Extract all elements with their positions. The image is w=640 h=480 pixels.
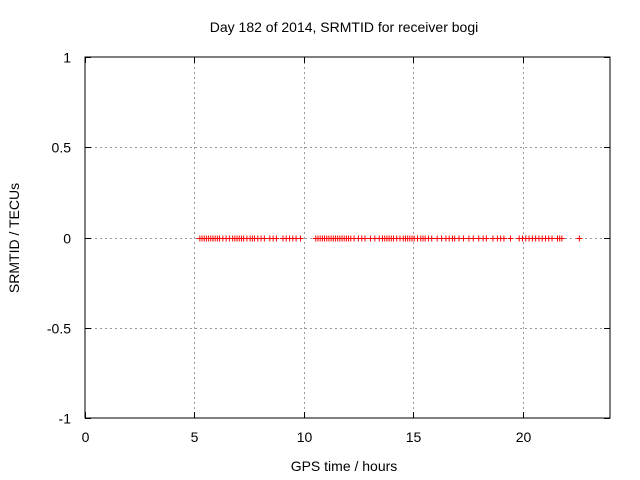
x-tick-label: 5 (191, 429, 199, 445)
data-point (470, 235, 477, 242)
y-tick-label: 0 (63, 231, 71, 247)
data-point (507, 235, 514, 242)
data-point (261, 235, 268, 242)
data-point (549, 235, 556, 242)
y-tick-label: 1 (63, 50, 71, 66)
tick-labels: 0 5 10 15 20 1 0.5 0 -0.5 -1 (47, 50, 532, 446)
data-points (196, 235, 583, 242)
data-point (500, 235, 507, 242)
x-tick-label: 10 (297, 429, 313, 445)
data-point (558, 235, 565, 242)
data-point (576, 235, 583, 242)
y-axis-label: SRMTID / TECUs (6, 183, 22, 293)
chart-title: Day 182 of 2014, SRMTID for receiver bog… (210, 19, 478, 35)
y-tick-label: -0.5 (47, 321, 71, 337)
x-tick-label: 20 (516, 429, 532, 445)
y-tick-label: 0.5 (52, 140, 72, 156)
data-point (428, 235, 435, 242)
plot-frame (84, 56, 611, 419)
data-point (483, 235, 490, 242)
data-point (362, 235, 368, 242)
x-tick-label: 0 (82, 429, 90, 445)
axis-ticks (85, 57, 610, 419)
x-axis-label: GPS time / hours (291, 458, 398, 474)
data-point (460, 235, 467, 242)
x-tick-label: 15 (406, 429, 422, 445)
data-point (273, 235, 280, 242)
data-point (297, 235, 304, 242)
y-tick-label: -1 (59, 411, 72, 427)
grid-lines (85, 57, 610, 418)
